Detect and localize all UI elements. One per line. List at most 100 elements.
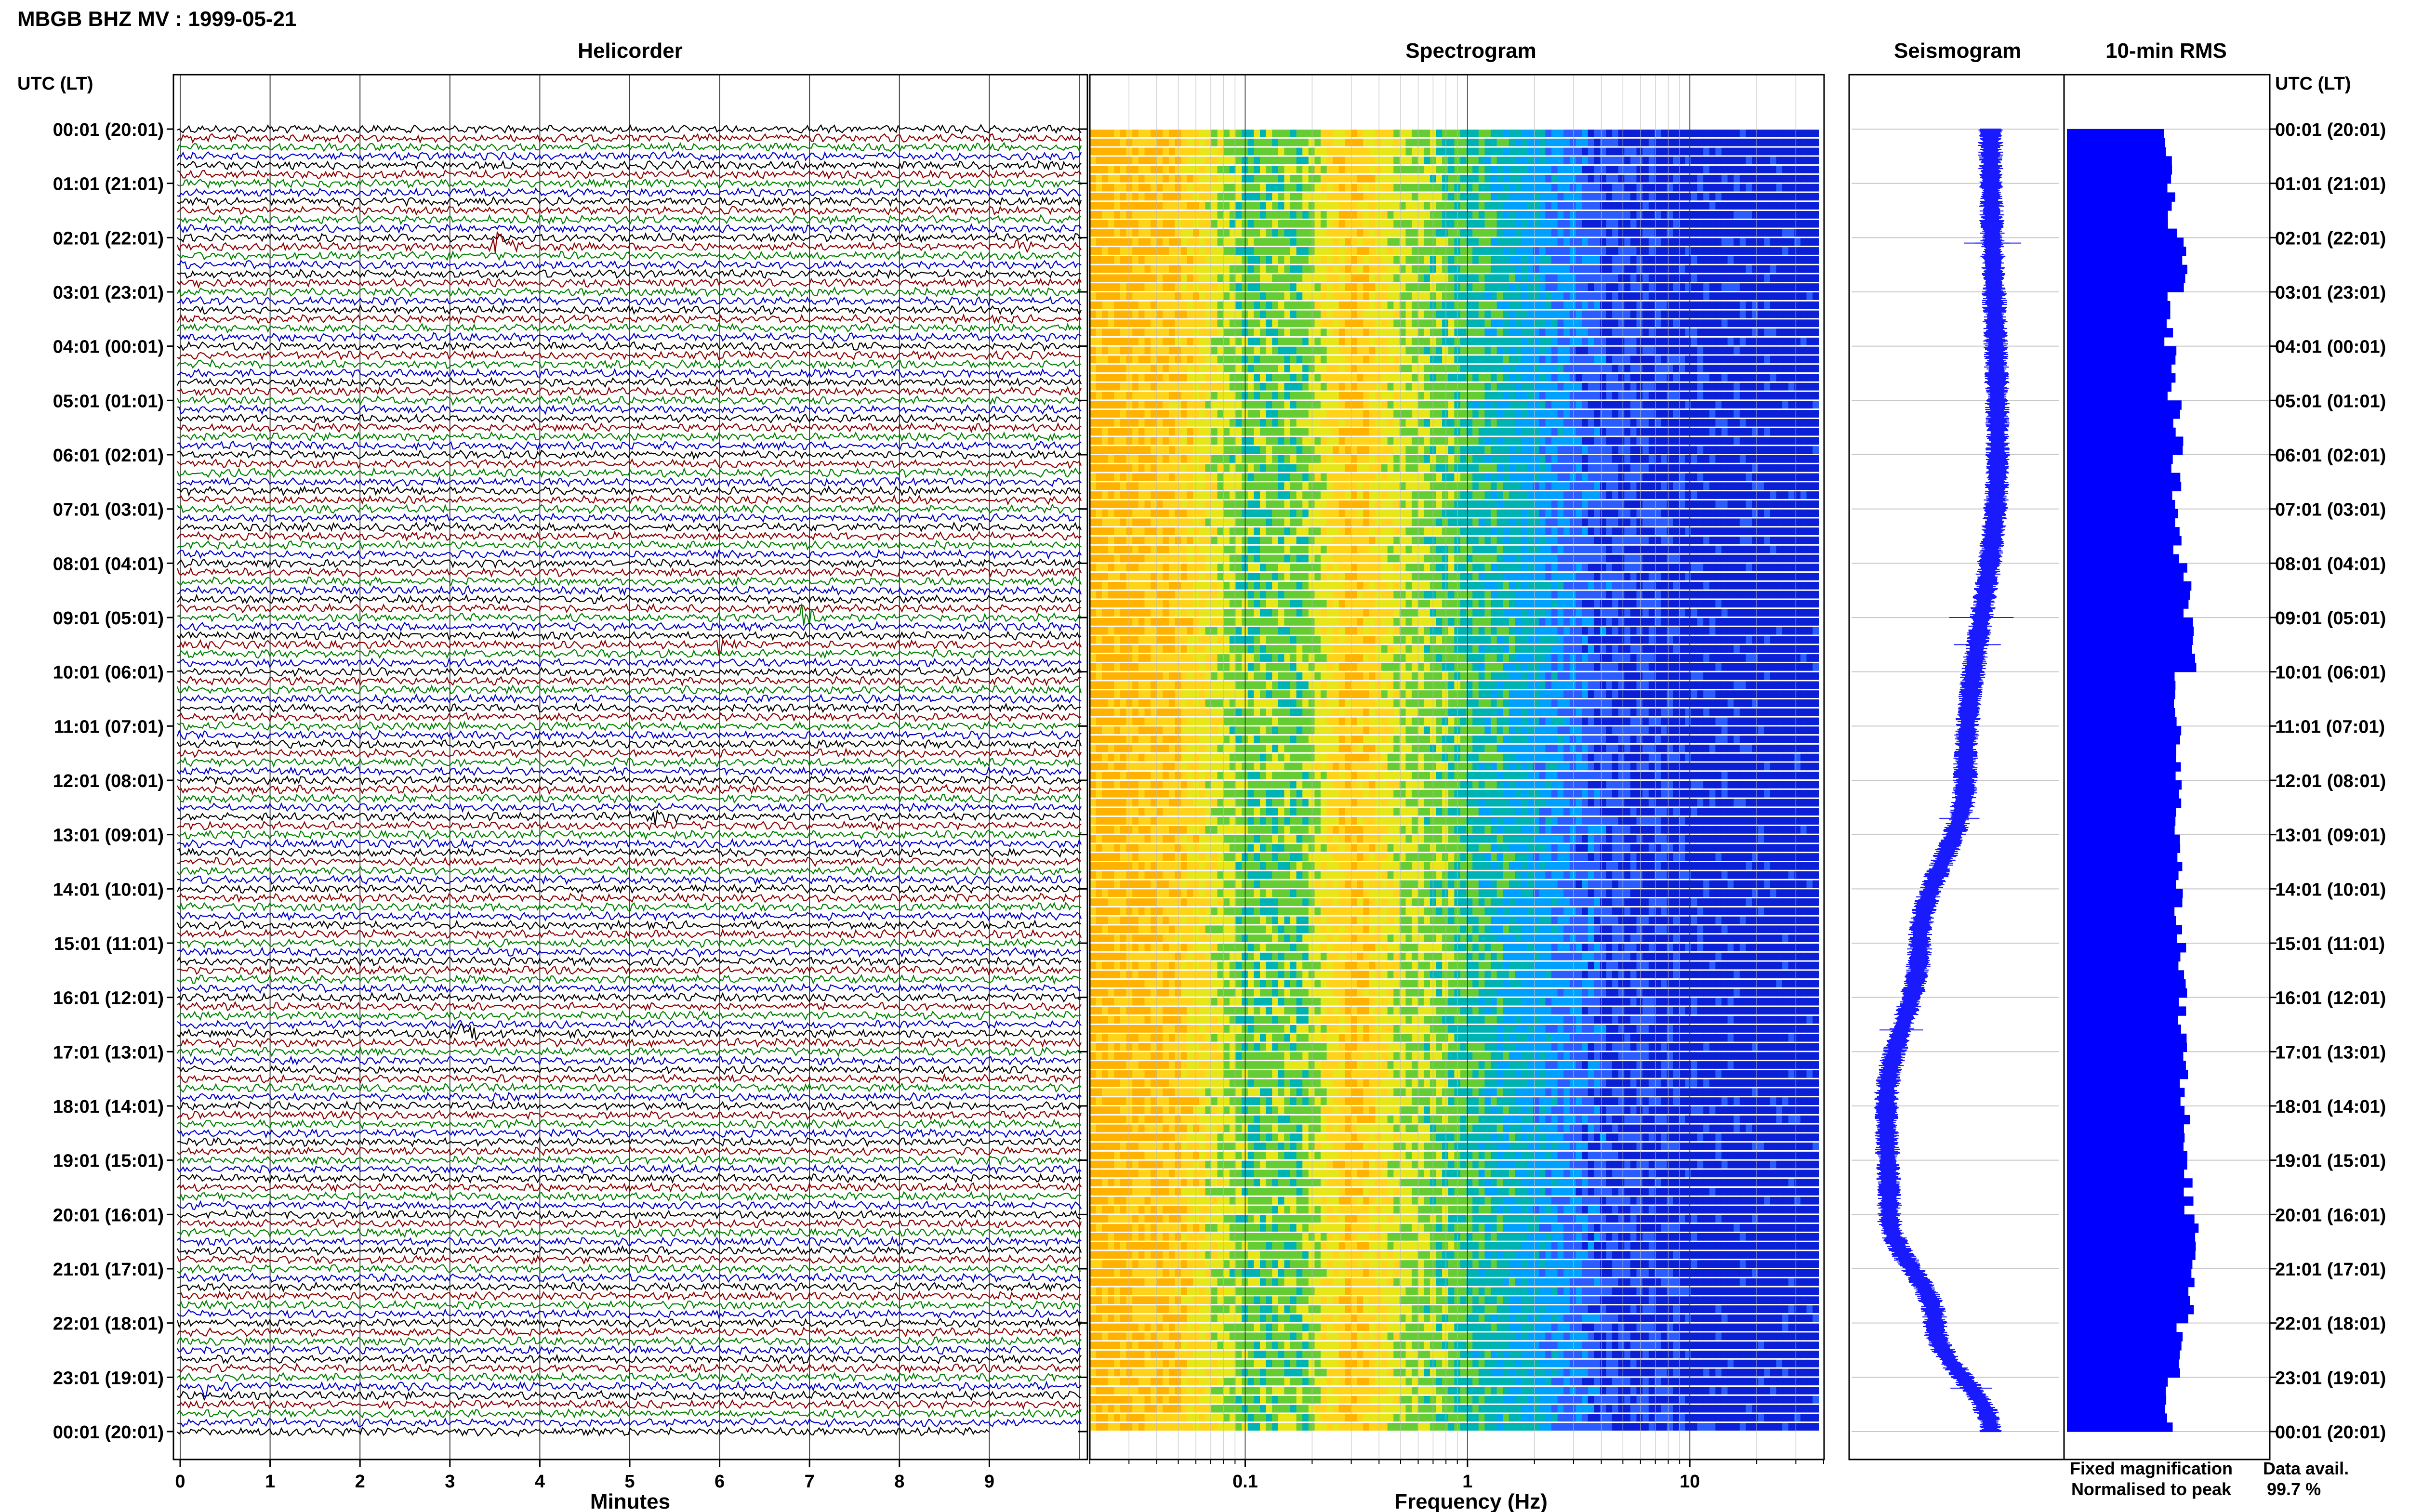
spectrogram-cell [1157, 292, 1163, 300]
spectrogram-cell [1813, 329, 1819, 336]
spectrogram-cell [1157, 392, 1163, 400]
spectrogram-cell [1539, 374, 1546, 381]
spectrogram-cell [1120, 392, 1126, 400]
spectrogram-cell [1351, 157, 1357, 164]
spectrogram-cell [1484, 392, 1491, 400]
spectrogram-cell [1436, 455, 1443, 463]
spectrogram-cell [1223, 211, 1230, 219]
spectrogram-cell [1758, 247, 1764, 255]
spectrogram-cell [1527, 365, 1534, 372]
spectrogram-cell [1169, 139, 1175, 146]
spectrogram-cell [1661, 292, 1667, 300]
spectrogram-cell [1685, 202, 1691, 210]
spectrogram-cell [1527, 455, 1534, 463]
spectrogram-cell [1418, 202, 1424, 210]
spectrogram-cell [1333, 392, 1339, 400]
spectrogram-cell [1606, 473, 1613, 481]
spectrogram-cell [1309, 166, 1315, 173]
spectrogram-cell [1436, 166, 1443, 173]
spectrogram-cell [1163, 184, 1169, 192]
spectrogram-cell [1193, 265, 1199, 273]
spectrogram-cell [1497, 473, 1503, 481]
spectrogram-cell [1381, 419, 1388, 427]
spectrogram-cell [1393, 220, 1400, 228]
spectrogram-cell [1260, 175, 1266, 183]
spectrogram-cell [1479, 148, 1485, 156]
spectrogram-cell [1266, 482, 1272, 490]
spectrogram-cell [1606, 464, 1613, 472]
spectrogram-cell [1309, 202, 1315, 210]
spectrogram-cell [1236, 283, 1242, 291]
spectrogram-cell [1661, 247, 1667, 255]
spectrogram-cell [1302, 392, 1309, 400]
spectrogram-cell [1539, 148, 1546, 156]
spectrogram-cell [1588, 265, 1594, 273]
spectrogram-cell [1357, 130, 1363, 137]
spectrogram-cell [1266, 392, 1272, 400]
spectrogram-cell [1576, 374, 1582, 381]
spectrogram-cell [1618, 175, 1625, 183]
spectrogram-cell [1376, 392, 1382, 400]
spectrogram-cell [1594, 166, 1600, 173]
spectrogram-cell [1800, 274, 1807, 282]
spectrogram-cell [1442, 311, 1448, 318]
spectrogram-cell [1376, 166, 1382, 173]
spectrogram-cell [1746, 401, 1752, 408]
spectrogram-cell [1108, 491, 1114, 499]
spectrogram-cell [1369, 401, 1376, 408]
spectrogram-cell [1272, 265, 1278, 273]
spectrogram-cell [1151, 229, 1157, 237]
spectrogram-cell [1151, 383, 1157, 391]
spectrogram-cell [1412, 473, 1418, 481]
spectrogram-cell [1193, 139, 1199, 146]
spectrogram-cell [1691, 139, 1697, 146]
spectrogram-cell [1218, 220, 1224, 228]
spectrogram-cell [1126, 292, 1133, 300]
spectrogram-cell [1211, 374, 1218, 381]
spectrogram-cell [1381, 329, 1388, 336]
spectrogram-cell [1503, 311, 1509, 318]
spectrogram-cell [1248, 455, 1254, 463]
spectrogram-cell [1090, 311, 1096, 318]
spectrogram-cell [1576, 473, 1582, 481]
spectrogram-cell [1321, 455, 1327, 463]
spectrogram-cell [1788, 184, 1795, 192]
spectrogram-cell [1551, 220, 1558, 228]
spectrogram-cell [1187, 229, 1193, 237]
spectrogram-cell [1539, 338, 1546, 345]
spectrogram-cell [1576, 446, 1582, 454]
spectrogram-cell [1108, 419, 1114, 427]
spectrogram-cell [1297, 419, 1303, 427]
spectrogram-cell [1126, 464, 1133, 472]
spectrogram-cell [1199, 211, 1205, 219]
spectrogram-cell [1448, 311, 1455, 318]
spectrogram-cell [1260, 247, 1266, 255]
spectrogram-cell [1667, 347, 1673, 355]
spectrogram-cell [1169, 419, 1175, 427]
spectrogram-cell [1521, 428, 1527, 436]
spectrogram-cell [1327, 247, 1333, 255]
spectrogram-cell [1770, 247, 1776, 255]
spectrogram-cell [1163, 419, 1169, 427]
spectrogram-cell [1114, 229, 1120, 237]
spectrogram-cell [1624, 175, 1630, 183]
spectrogram-cell [1120, 446, 1126, 454]
spectrogram-cell [1236, 175, 1242, 183]
spectrogram-cell [1218, 283, 1224, 291]
spectrogram-cell [1163, 410, 1169, 418]
spectrogram-cell [1697, 437, 1704, 445]
spectrogram-cell [1588, 184, 1594, 192]
spectrogram-cell [1357, 383, 1363, 391]
spectrogram-cell [1673, 148, 1679, 156]
spectrogram-cell [1321, 265, 1327, 273]
spectrogram-cell [1309, 347, 1315, 355]
spectrogram-cell [1728, 428, 1734, 436]
spectrogram-cell [1388, 428, 1394, 436]
spectrogram-cell [1114, 166, 1120, 173]
spectrogram-cell [1807, 292, 1813, 300]
spectrogram-cell [1691, 311, 1697, 318]
spectrogram-cell [1302, 482, 1309, 490]
spectrogram-cell [1794, 193, 1800, 200]
spectrogram-cell [1570, 265, 1576, 273]
spectrogram-cell [1788, 365, 1795, 372]
